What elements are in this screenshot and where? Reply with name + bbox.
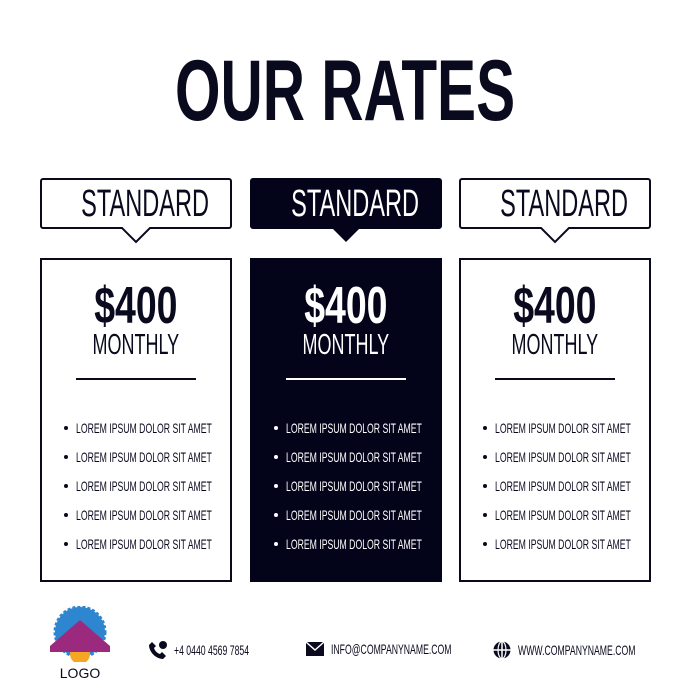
divider bbox=[76, 378, 196, 380]
plan-period: MONTHLY bbox=[302, 329, 390, 361]
plan-details: $400 MONTHLY LOREM IPSUM DOLOR SIT AMET L… bbox=[250, 258, 442, 582]
plan-name-label: STANDARD bbox=[40, 178, 232, 244]
feature-item: LOREM IPSUM DOLOR SIT AMET bbox=[274, 449, 440, 478]
feature-list: LOREM IPSUM DOLOR SIT AMET LOREM IPSUM DO… bbox=[461, 420, 649, 565]
feature-list: LOREM IPSUM DOLOR SIT AMET LOREM IPSUM DO… bbox=[42, 420, 230, 565]
globe-icon bbox=[493, 640, 511, 660]
mail-icon bbox=[305, 641, 325, 656]
pointer-arrow bbox=[539, 222, 571, 244]
feature-item: LOREM IPSUM DOLOR SIT AMET bbox=[274, 478, 440, 507]
logo-icon bbox=[50, 605, 110, 664]
feature-item: LOREM IPSUM DOLOR SIT AMET bbox=[483, 507, 649, 536]
plan-period: MONTHLY bbox=[511, 329, 599, 361]
divider bbox=[286, 378, 406, 380]
email-contact: INFO@COMPANYNAME.COM bbox=[305, 640, 525, 658]
feature-item: LOREM IPSUM DOLOR SIT AMET bbox=[274, 507, 440, 536]
feature-item: LOREM IPSUM DOLOR SIT AMET bbox=[64, 478, 230, 507]
feature-item: LOREM IPSUM DOLOR SIT AMET bbox=[483, 478, 649, 507]
feature-item: LOREM IPSUM DOLOR SIT AMET bbox=[274, 420, 440, 449]
feature-item: LOREM IPSUM DOLOR SIT AMET bbox=[64, 420, 230, 449]
feature-item: LOREM IPSUM DOLOR SIT AMET bbox=[64, 536, 230, 565]
plan-period: MONTHLY bbox=[92, 329, 180, 361]
feature-item: LOREM IPSUM DOLOR SIT AMET bbox=[483, 449, 649, 478]
feature-list: LOREM IPSUM DOLOR SIT AMET LOREM IPSUM DO… bbox=[252, 420, 440, 565]
logo-text: LOGO bbox=[59, 665, 101, 681]
phone-icon bbox=[149, 641, 167, 659]
phone-contact: +4 0440 4569 7854 bbox=[148, 640, 295, 660]
plan-details: $400 MONTHLY LOREM IPSUM DOLOR SIT AMET L… bbox=[459, 258, 651, 582]
divider bbox=[495, 378, 615, 380]
feature-item: LOREM IPSUM DOLOR SIT AMET bbox=[483, 536, 649, 565]
plan-price: $400 bbox=[513, 277, 597, 335]
feature-item: LOREM IPSUM DOLOR SIT AMET bbox=[483, 420, 649, 449]
feature-item: LOREM IPSUM DOLOR SIT AMET bbox=[274, 536, 440, 565]
feature-item: LOREM IPSUM DOLOR SIT AMET bbox=[64, 449, 230, 478]
plan-name-label: STANDARD bbox=[459, 178, 651, 244]
plan-name-label: STANDARD bbox=[250, 178, 442, 242]
feature-item: LOREM IPSUM DOLOR SIT AMET bbox=[64, 507, 230, 536]
logo: LOGO bbox=[48, 605, 112, 681]
pointer-arrow bbox=[120, 222, 152, 244]
plan-price: $400 bbox=[94, 277, 178, 335]
plan-details: $400 MONTHLY LOREM IPSUM DOLOR SIT AMET L… bbox=[40, 258, 232, 582]
page-title: OUR RATES bbox=[175, 43, 516, 139]
pointer-arrow bbox=[330, 222, 362, 242]
plan-price: $400 bbox=[304, 277, 388, 335]
website-contact: WWW.COMPANYNAME.COM bbox=[492, 640, 691, 660]
